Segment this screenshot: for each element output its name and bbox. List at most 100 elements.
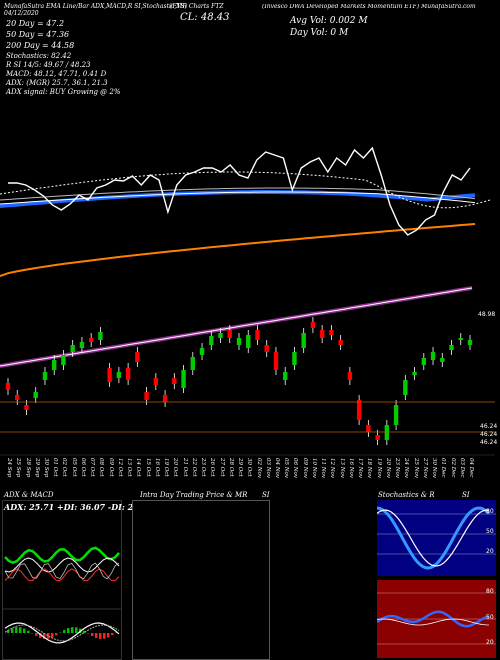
date-tick-label: 29 Oct — [237, 458, 243, 477]
macd-histogram-bar — [27, 630, 30, 633]
date-tick-label: 21 Oct — [181, 458, 188, 477]
ema50-label: 50 Day = 47.36 — [6, 30, 70, 39]
candle-body — [329, 330, 334, 335]
rsi-level-80: 80 — [486, 588, 494, 595]
date-tick-label: 03 Dec — [458, 458, 465, 478]
date-tick-label: 12 Oct — [116, 458, 123, 477]
rsi-panel — [377, 580, 496, 658]
date-tick-label: 30 Sep — [43, 458, 49, 478]
macd-histogram-bar — [51, 633, 54, 638]
date-tick-label: 28 Oct — [227, 458, 234, 477]
date-tick-label: 09 Oct — [107, 458, 114, 477]
candle-body — [467, 340, 473, 345]
candle-body — [209, 336, 214, 345]
candle-body — [421, 358, 426, 365]
adx-line — [4, 557, 120, 573]
date-tick-label: 19 Oct — [163, 458, 170, 477]
date-tick-label: 10 Nov — [310, 458, 317, 478]
date-tick-label: 18 Nov — [366, 458, 373, 478]
date-tick-label: 24 Sep — [6, 458, 12, 478]
date-tick-label: 09 Nov — [301, 458, 308, 478]
candle-body — [338, 340, 343, 345]
candle-body — [218, 333, 223, 338]
macd-histogram-bar — [43, 633, 46, 639]
rsi-label: R SI 14/5: 49.67 / 48.23 — [6, 61, 91, 69]
date-tick-label: 27 Oct — [218, 458, 225, 477]
candle-body — [70, 345, 75, 352]
chart-date: 04/12/2020 — [4, 10, 39, 17]
adx-minus-di-line — [4, 568, 120, 582]
date-tick-label: 25 Sep — [15, 458, 22, 478]
macd-histogram-bar — [55, 633, 58, 636]
macd-histogram-bar — [99, 633, 102, 639]
date-tick-label: 02 Dec — [449, 458, 456, 478]
date-tick-label: 08 Oct — [98, 458, 105, 477]
date-tick-label: 02 Oct — [61, 458, 68, 477]
candle-body — [153, 378, 159, 385]
intraday-panel-si: SI — [262, 491, 270, 499]
date-tick-label: 06 Oct — [79, 458, 86, 477]
macd-histogram-bar — [115, 632, 118, 633]
stoch-d-line — [377, 509, 490, 567]
candle-body — [199, 348, 205, 355]
macd-histogram-bar — [103, 633, 106, 639]
date-tick-label: 05 Nov — [283, 458, 290, 478]
macd-histogram-bar — [47, 633, 50, 639]
candle-body — [190, 357, 195, 370]
candle-body — [255, 330, 260, 340]
macd-line — [4, 622, 120, 644]
candle-body — [144, 392, 149, 400]
stoch-level-50: 50 — [486, 528, 494, 535]
candle-body — [403, 380, 408, 395]
chart-title: (Invesco DWA Developed Markets Momentum … — [262, 4, 476, 10]
candle-body — [264, 345, 269, 352]
close-price-label: CL: 48.43 — [180, 12, 230, 23]
main-price-chart — [0, 146, 495, 456]
date-tick-label: 23 Oct — [200, 458, 206, 477]
candle-body — [79, 342, 85, 348]
date-tick-label: 19 Nov — [375, 458, 382, 478]
date-tick-label: 25 Nov — [412, 458, 419, 478]
adx-macd-panel — [2, 500, 122, 660]
stochastics-label: Stochastics: 82.42 — [6, 52, 72, 60]
chart-name: (FTS) Charts FTZ — [170, 3, 224, 10]
ema200-label: 200 Day = 44.58 — [6, 41, 75, 50]
intraday-panel — [132, 500, 270, 660]
date-tick-label: 20 Nov — [384, 458, 391, 478]
adx-signal-label: ADX signal: BUY Growing @ 2% — [6, 88, 121, 96]
stochastics-panel — [377, 500, 496, 576]
macd-histogram-bar — [111, 633, 114, 636]
stoch-level-20: 20 — [486, 548, 494, 555]
candle-body — [283, 372, 288, 380]
candle-body — [227, 330, 232, 338]
date-tick-label: 04 Dec — [468, 458, 474, 478]
date-tick-label: 02 Nov — [255, 458, 262, 478]
candle-body — [88, 338, 94, 342]
date-tick-label: 12 Nov — [329, 458, 336, 478]
candle-body — [42, 372, 48, 380]
adx-values: ADX: 25.71 +DI: 36.07 -DI: 21.31 — [4, 502, 153, 512]
candle-body — [15, 395, 20, 400]
candle-body — [24, 405, 29, 410]
date-tick-label: 16 Oct — [153, 458, 160, 477]
day-volume-label: Day Vol: 0 M — [290, 28, 349, 38]
macd-histogram-bar — [87, 633, 90, 634]
date-tick-label: 27 Nov — [421, 458, 428, 478]
date-tick-label: 01 Oct — [52, 458, 59, 477]
macd-histogram-bar — [15, 627, 18, 633]
candle-body — [5, 383, 11, 390]
candle-body — [181, 370, 186, 388]
candle-body — [116, 372, 122, 378]
ema20-label: 20 Day = 47.2 — [6, 19, 65, 28]
macd-histogram-bar — [11, 628, 14, 633]
price-label-lower-2: 46.24 — [480, 431, 498, 438]
macd-signal-line — [4, 624, 120, 642]
macd-histogram-bar — [59, 632, 62, 634]
candle-body — [236, 338, 242, 345]
stoch-panel-title: Stochastics & R — [378, 491, 435, 499]
candle-body — [52, 360, 57, 370]
candle-body — [162, 395, 168, 402]
macd-histogram-bar — [107, 633, 110, 638]
macd-histogram-bar — [31, 633, 34, 634]
rsi-level-20: 20 — [486, 639, 494, 646]
